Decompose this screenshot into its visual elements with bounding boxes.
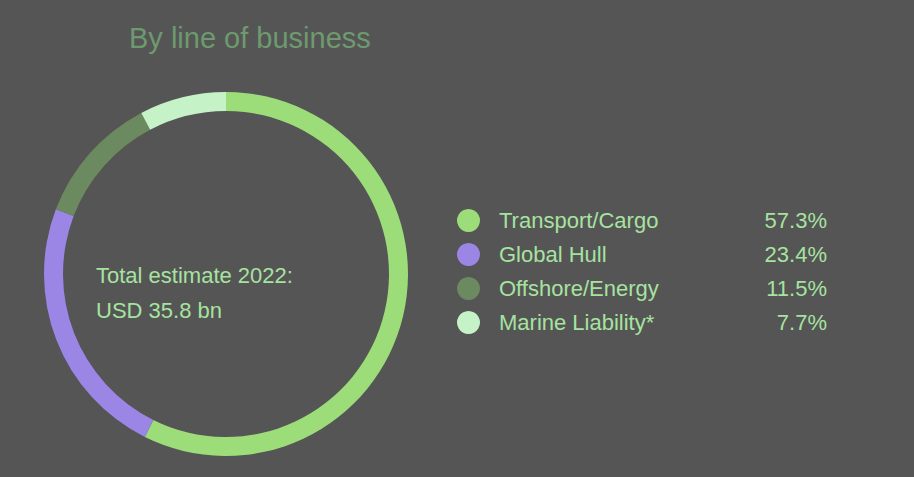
svg-text:23.4%: 23.4% <box>765 242 827 267</box>
svg-text:Total estimate 2022:: Total estimate 2022: <box>96 263 293 288</box>
svg-text:7.7%: 7.7% <box>777 310 827 335</box>
svg-text:Transport/Cargo: Transport/Cargo <box>499 208 658 233</box>
svg-text:Offshore/Energy: Offshore/Energy <box>499 276 659 301</box>
svg-text:Marine Liability*: Marine Liability* <box>499 310 655 335</box>
svg-text:11.5%: 11.5% <box>766 276 827 301</box>
svg-text:USD 35.8 bn: USD 35.8 bn <box>96 298 222 323</box>
svg-text:Global Hull: Global Hull <box>499 242 607 267</box>
svg-text:57.3%: 57.3% <box>765 208 827 233</box>
svg-text:By line of business: By line of business <box>129 22 371 54</box>
